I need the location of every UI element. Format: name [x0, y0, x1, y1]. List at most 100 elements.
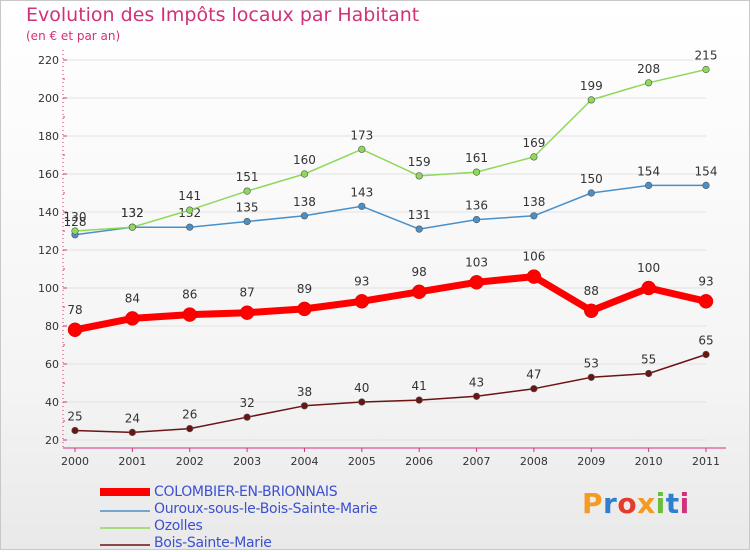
x-tick-label: 2004 [290, 455, 318, 468]
data-label: 208 [637, 62, 660, 76]
chart-title: Evolution des Impôts locaux par Habitant [26, 4, 420, 26]
data-point [300, 170, 309, 178]
legend-label: COLOMBIER-EN-BRIONNAIS [154, 484, 338, 500]
data-label: 136 [465, 199, 488, 213]
x-tick-label: 2001 [118, 455, 146, 468]
legend-item-ozolles: Ozolles [100, 518, 430, 535]
legend-label: Ozolles [154, 518, 203, 534]
y-tick-label: 40 [45, 396, 59, 409]
data-label: 154 [637, 164, 660, 178]
data-point [584, 303, 599, 319]
series-line [74, 68, 707, 232]
x-tick-label: 2002 [176, 455, 204, 468]
y-tick-label: 100 [38, 282, 59, 295]
data-label: 159 [408, 155, 431, 169]
x-tick-label: 2007 [463, 455, 491, 468]
legend: COLOMBIER-EN-BRIONNAIS Ouroux-sous-le-Bo… [100, 484, 430, 552]
data-label: 41 [412, 379, 427, 393]
data-point [698, 294, 714, 309]
data-label: 43 [469, 375, 484, 389]
data-label: 47 [526, 368, 541, 382]
data-label: 24 [125, 411, 140, 425]
x-tick-label: 2003 [233, 455, 261, 468]
data-label: 32 [239, 396, 254, 410]
data-label: 103 [465, 255, 488, 269]
data-label: 87 [239, 286, 254, 300]
data-label: 161 [465, 151, 488, 165]
data-label: 169 [522, 136, 545, 150]
data-point [243, 187, 251, 195]
data-label: 132 [121, 206, 144, 220]
data-point [645, 181, 653, 189]
proxiti-logo: Proxiti [582, 487, 690, 520]
data-label: 25 [67, 410, 82, 424]
x-tick-label: 2000 [61, 455, 89, 468]
legend-swatch [100, 510, 150, 512]
data-point [645, 79, 653, 87]
legend-item-colombier: COLOMBIER-EN-BRIONNAIS [100, 484, 430, 501]
data-point [128, 428, 136, 437]
data-point [300, 402, 309, 410]
data-label: 135 [236, 201, 259, 215]
legend-label: Ouroux-sous-le-Bois-Sainte-Marie [154, 501, 378, 517]
data-point [702, 181, 710, 189]
x-tick-label: 2010 [635, 455, 663, 468]
y-tick-label: 200 [38, 92, 59, 105]
data-label: 199 [580, 79, 603, 93]
data-point [702, 65, 710, 74]
legend-swatch [100, 544, 150, 546]
data-point [182, 307, 197, 322]
data-label: 93 [354, 274, 369, 288]
y-tick-label: 220 [38, 54, 59, 67]
data-point [415, 225, 423, 233]
x-tick-label: 2009 [577, 455, 605, 468]
data-point [472, 216, 481, 224]
data-point [415, 396, 423, 404]
data-point [125, 311, 140, 326]
y-tick-label: 120 [38, 244, 59, 257]
data-label: 53 [584, 356, 599, 370]
x-tick-label: 2011 [692, 455, 720, 468]
data-label: 98 [412, 265, 427, 279]
x-tick-label: 2008 [520, 455, 548, 468]
data-point [472, 168, 481, 176]
data-point [67, 322, 83, 338]
data-point [243, 217, 251, 226]
data-label: 215 [695, 49, 718, 63]
data-point [702, 350, 710, 359]
data-point [411, 284, 427, 300]
data-label: 88 [584, 284, 599, 298]
data-point [354, 294, 370, 309]
data-label: 26 [182, 408, 197, 422]
data-label: 84 [125, 291, 140, 305]
data-point [186, 206, 194, 214]
data-point [358, 145, 366, 153]
series-line [71, 273, 710, 334]
data-label: 154 [695, 164, 718, 178]
data-label: 38 [297, 385, 312, 399]
legend-swatch [100, 527, 150, 529]
data-point [297, 301, 312, 317]
series-line [74, 353, 707, 434]
data-point [472, 392, 481, 400]
data-label: 78 [67, 303, 82, 317]
data-label: 65 [698, 334, 713, 348]
legend-swatch [100, 488, 150, 496]
y-tick-label: 60 [45, 358, 59, 371]
legend-item-ouroux: Ouroux-sous-le-Bois-Sainte-Marie [100, 501, 430, 518]
x-tick-label: 2005 [348, 455, 376, 468]
data-point [526, 269, 542, 284]
data-label: 150 [580, 172, 603, 186]
data-label: 106 [522, 250, 545, 264]
data-point [587, 373, 595, 381]
data-label: 55 [641, 353, 656, 367]
data-point [71, 227, 79, 235]
data-point [186, 425, 194, 433]
data-point [358, 202, 366, 210]
data-point [300, 212, 309, 220]
data-label: 138 [293, 195, 316, 209]
data-point [587, 96, 595, 104]
y-tick-label: 20 [45, 434, 59, 447]
y-tick-label: 180 [38, 130, 59, 143]
